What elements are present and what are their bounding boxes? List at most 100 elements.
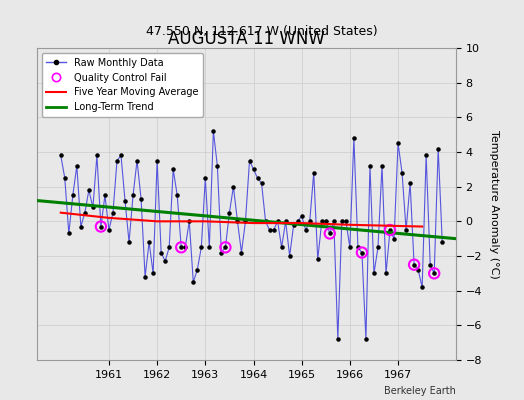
- Point: [394, 140, 402, 146]
- Point: [293, 218, 302, 224]
- Point: [201, 175, 210, 181]
- Point: [337, 218, 346, 224]
- Point: [410, 262, 418, 268]
- Point: [181, 244, 189, 250]
- Point: [221, 244, 230, 250]
- Point: [414, 267, 422, 273]
- Point: [129, 192, 137, 198]
- Point: [390, 236, 398, 242]
- Point: [69, 192, 77, 198]
- Text: 47.550 N, 112.617 W (United States): 47.550 N, 112.617 W (United States): [146, 25, 378, 38]
- Point: [374, 244, 382, 250]
- Point: [217, 249, 225, 256]
- Point: [221, 244, 230, 250]
- Point: [398, 170, 406, 176]
- Point: [249, 166, 258, 172]
- Point: [289, 222, 298, 228]
- Point: [93, 152, 101, 159]
- Point: [318, 218, 326, 224]
- Point: [402, 227, 410, 233]
- Point: [298, 213, 306, 219]
- Point: [145, 239, 154, 245]
- Point: [85, 187, 93, 193]
- Point: [97, 223, 105, 230]
- Point: [261, 218, 270, 224]
- Point: [334, 336, 342, 342]
- Point: [57, 152, 65, 159]
- Point: [73, 163, 81, 169]
- Point: [113, 158, 121, 164]
- Point: [410, 262, 418, 268]
- Point: [205, 244, 213, 250]
- Point: [241, 218, 249, 224]
- Point: [121, 197, 129, 204]
- Point: [362, 336, 370, 342]
- Point: [81, 210, 89, 216]
- Point: [133, 158, 141, 164]
- Point: [358, 249, 366, 256]
- Point: [193, 267, 201, 273]
- Point: [149, 270, 157, 276]
- Point: [438, 239, 446, 245]
- Point: [354, 244, 362, 250]
- Point: [301, 227, 310, 233]
- Point: [286, 253, 294, 259]
- Point: [61, 175, 69, 181]
- Point: [233, 218, 242, 224]
- Point: [177, 244, 185, 250]
- Point: [169, 166, 178, 172]
- Point: [418, 284, 427, 290]
- Point: [350, 135, 358, 141]
- Point: [245, 158, 254, 164]
- Point: [153, 158, 161, 164]
- Point: [141, 274, 149, 280]
- Point: [157, 249, 166, 256]
- Point: [173, 192, 181, 198]
- Point: [366, 163, 374, 169]
- Point: [225, 210, 234, 216]
- Point: [197, 244, 205, 250]
- Point: [422, 152, 430, 159]
- Point: [430, 270, 439, 276]
- Point: [105, 227, 113, 233]
- Point: [274, 218, 282, 224]
- Point: [265, 227, 274, 233]
- Point: [325, 230, 334, 237]
- Point: [64, 230, 73, 237]
- Point: [101, 192, 109, 198]
- Title: AUGUSTA 11 WNW: AUGUSTA 11 WNW: [168, 30, 325, 48]
- Legend: Raw Monthly Data, Quality Control Fail, Five Year Moving Average, Long-Term Tren: Raw Monthly Data, Quality Control Fail, …: [41, 53, 203, 117]
- Point: [277, 244, 286, 250]
- Point: [229, 184, 237, 190]
- Point: [378, 163, 386, 169]
- Text: Berkeley Earth: Berkeley Earth: [384, 386, 456, 396]
- Point: [382, 270, 390, 276]
- Point: [426, 262, 434, 268]
- Point: [430, 270, 439, 276]
- Point: [117, 152, 125, 159]
- Point: [313, 256, 322, 263]
- Point: [330, 218, 338, 224]
- Point: [370, 270, 378, 276]
- Point: [342, 218, 350, 224]
- Point: [213, 163, 222, 169]
- Point: [325, 230, 334, 237]
- Y-axis label: Temperature Anomaly (°C): Temperature Anomaly (°C): [489, 130, 499, 278]
- Point: [346, 244, 354, 250]
- Point: [322, 218, 330, 224]
- Point: [209, 128, 217, 134]
- Point: [253, 175, 261, 181]
- Point: [406, 180, 414, 186]
- Point: [77, 223, 85, 230]
- Point: [386, 227, 394, 233]
- Point: [189, 279, 198, 285]
- Point: [386, 227, 394, 233]
- Point: [281, 218, 290, 224]
- Point: [434, 145, 442, 152]
- Point: [161, 258, 169, 264]
- Point: [125, 239, 133, 245]
- Point: [137, 196, 145, 202]
- Point: [177, 244, 185, 250]
- Point: [237, 249, 246, 256]
- Point: [97, 223, 105, 230]
